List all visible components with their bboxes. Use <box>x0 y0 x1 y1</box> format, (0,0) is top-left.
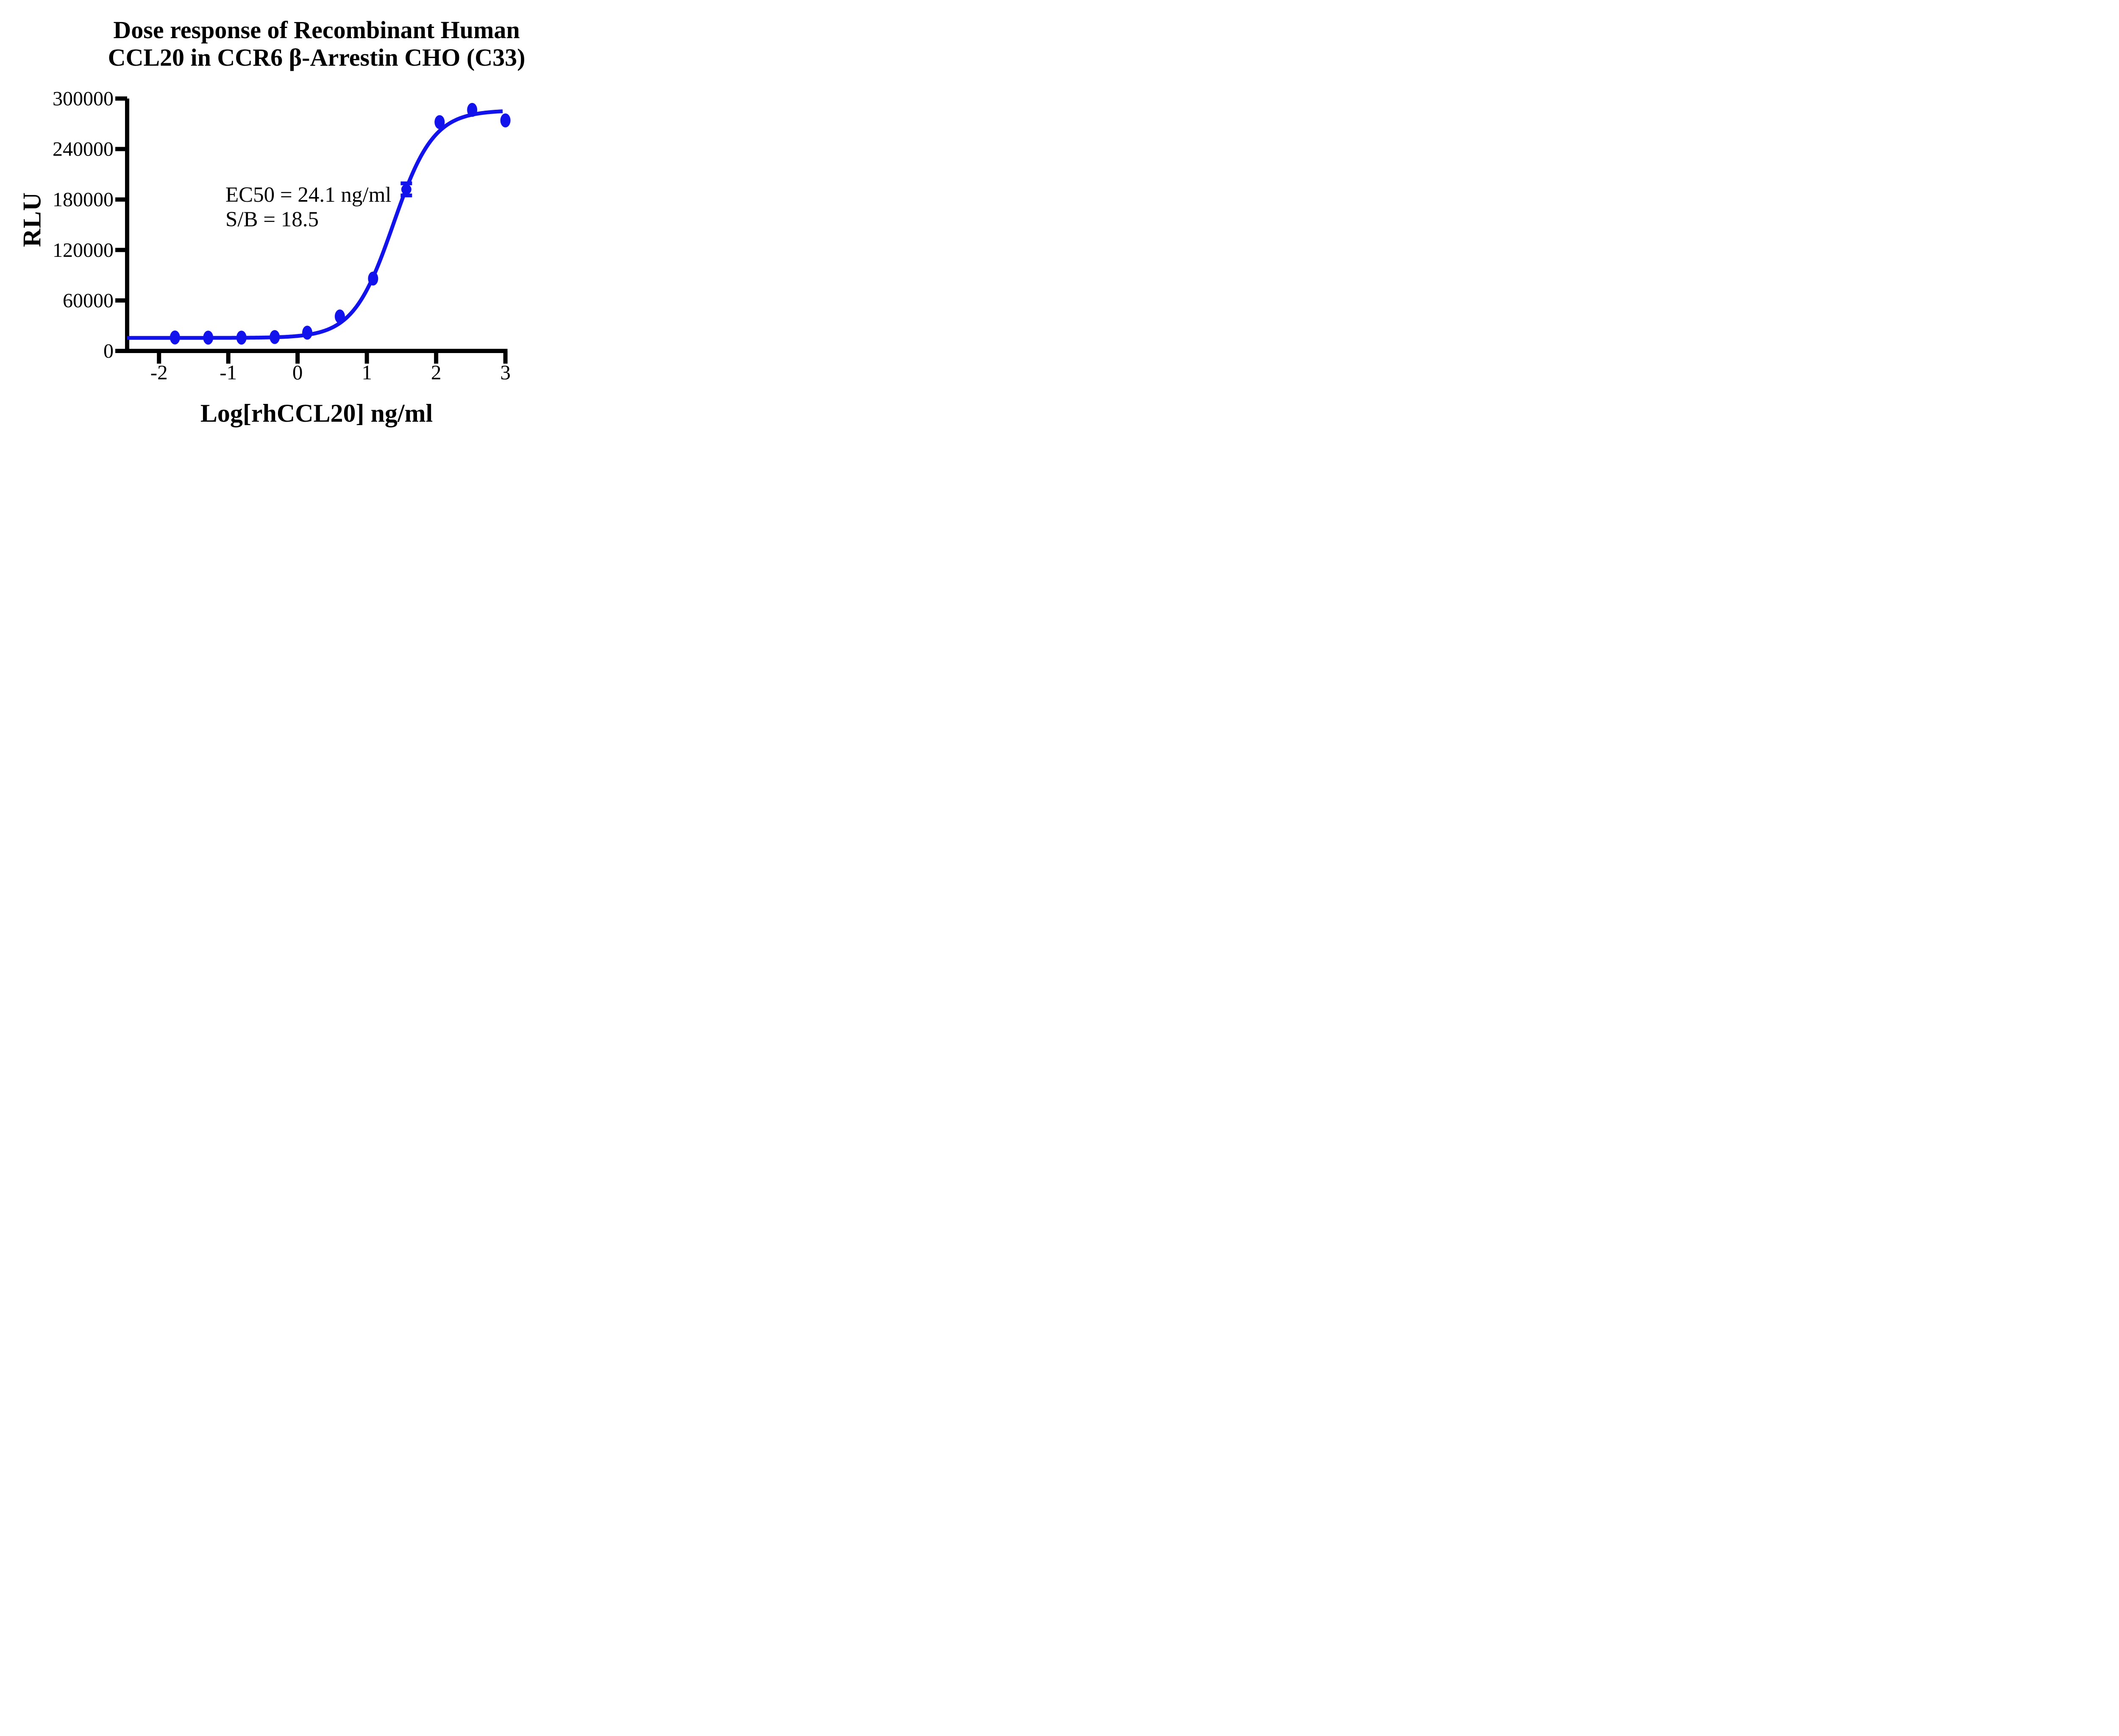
data-point <box>302 326 313 340</box>
x-tick-label: 3 <box>500 361 511 384</box>
x-tick-label: 0 <box>292 361 303 384</box>
chart-title-line1: Dose response of Recombinant Human <box>113 16 520 44</box>
y-tick-label: 120000 <box>53 239 114 262</box>
ec50-annotation: EC50 = 24.1 ng/ml <box>225 183 392 207</box>
y-tick-label: 0 <box>103 340 114 362</box>
y-tick-label: 240000 <box>53 138 114 161</box>
data-point <box>467 103 478 117</box>
chart-title: Dose response of Recombinant Human CCL20… <box>70 16 563 71</box>
data-point <box>334 309 345 324</box>
data-point <box>170 330 180 345</box>
fit-curve <box>127 109 503 340</box>
data-point <box>203 331 214 345</box>
signal-background-annotation: S/B = 18.5 <box>225 208 319 231</box>
plot-area: 0 60000 120000 180000 240000 300000 -2 -1 0 1 2 3 <box>53 88 511 384</box>
x-tick-label: -1 <box>220 361 237 384</box>
x-tick-label: 1 <box>362 361 372 384</box>
data-point <box>500 113 511 128</box>
axis-spines <box>125 98 508 353</box>
data-point <box>270 330 280 344</box>
x-tick-label: -2 <box>150 361 168 384</box>
y-tick-label: 60000 <box>63 289 114 312</box>
x-tick-label: 2 <box>431 361 442 384</box>
data-point <box>434 115 445 129</box>
y-tick-label: 180000 <box>53 189 114 211</box>
dose-response-figure: Dose response of Recombinant Human CCL20… <box>0 0 563 434</box>
chart-title-line2: CCL20 in CCR6 β-Arrestin CHO (C33) <box>108 44 526 71</box>
fit-annotation: EC50 = 24.1 ng/ml S/B = 18.5 <box>225 183 391 232</box>
data-point <box>236 331 247 345</box>
data-point <box>401 184 412 195</box>
x-axis-title: Log[rhCCL20] ng/ml <box>200 399 433 427</box>
data-point <box>368 271 378 286</box>
y-tick-label: 300000 <box>53 88 114 110</box>
